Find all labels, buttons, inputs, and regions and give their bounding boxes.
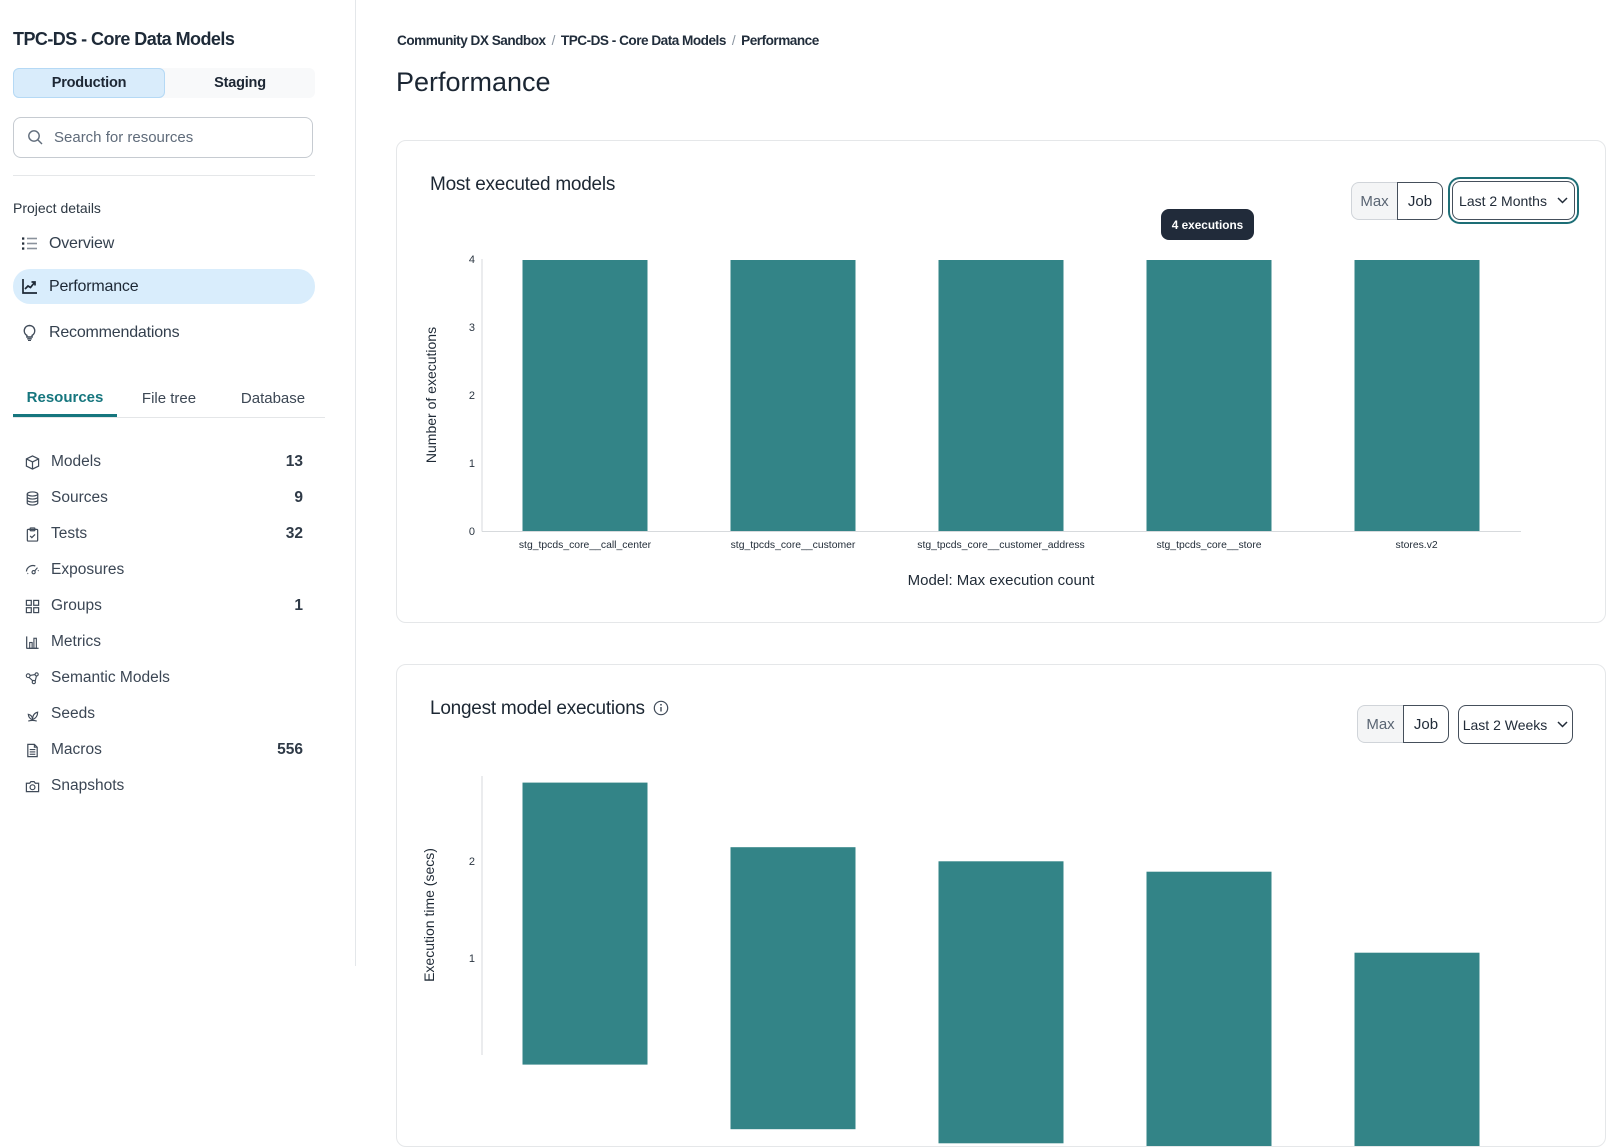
svg-text:0: 0: [469, 526, 475, 538]
svg-text:Execution time (secs): Execution time (secs): [421, 848, 437, 982]
svg-text:3: 3: [469, 322, 475, 334]
svg-text:Model: Max execution count: Model: Max execution count: [908, 572, 1096, 589]
svg-text:stores.v2: stores.v2: [1396, 540, 1438, 551]
svg-text:1: 1: [469, 458, 475, 470]
svg-text:2: 2: [469, 856, 475, 868]
svg-text:4: 4: [469, 254, 475, 266]
svg-text:1: 1: [469, 953, 475, 965]
svg-text:stg_tpcds_core__customer_addre: stg_tpcds_core__customer_address: [917, 540, 1085, 551]
svg-text:stg_tpcds_core__call_center: stg_tpcds_core__call_center: [519, 540, 652, 551]
svg-text:2: 2: [469, 390, 475, 402]
svg-text:stg_tpcds_core__customer: stg_tpcds_core__customer: [731, 540, 856, 551]
svg-text:stg_tpcds_core__store: stg_tpcds_core__store: [1156, 540, 1261, 551]
svg-text:Number of executions: Number of executions: [423, 327, 439, 463]
